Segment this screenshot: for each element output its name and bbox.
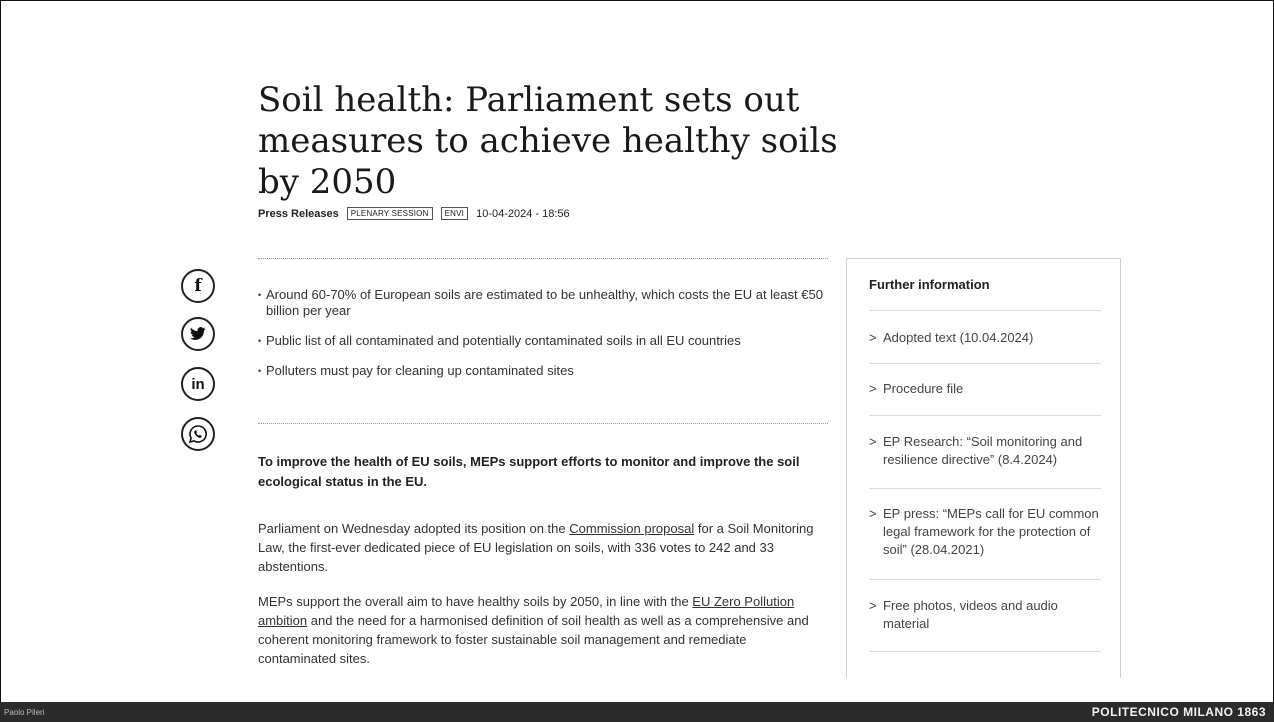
eu-zero-pollution-link[interactable]: EU Zero Pollution ambition bbox=[258, 594, 795, 628]
article-paragraph-1: Parliament on Wednesday adopted its posi… bbox=[258, 519, 828, 576]
paragraph-text: and the need for a harmonised definition… bbox=[258, 613, 809, 666]
author-label: Paolo Pileri bbox=[4, 708, 45, 717]
sidebar-divider bbox=[869, 415, 1101, 416]
whatsapp-share-button[interactable] bbox=[181, 417, 215, 451]
paragraph-text: MEPs support the overall aim to have hea… bbox=[258, 594, 693, 609]
sidebar-item-label: EP Research: “Soil monitoring and resili… bbox=[883, 434, 1083, 467]
key-point: Polluters must pay for cleaning up conta… bbox=[258, 363, 828, 379]
commission-proposal-link[interactable]: Commission proposal bbox=[569, 521, 695, 536]
article-title: Soil health: Parliament sets out measure… bbox=[258, 80, 838, 202]
whatsapp-icon bbox=[188, 425, 207, 444]
paragraph-text: for a Soil Monitoring Law, the first-eve… bbox=[258, 521, 814, 574]
linkedin-share-button[interactable]: in bbox=[181, 367, 215, 401]
sidebar-item-label: Procedure file bbox=[883, 381, 964, 396]
sidebar-item-label: EP press: “MEPs call for EU common legal… bbox=[883, 506, 1099, 557]
chevron-right-icon: > bbox=[869, 506, 877, 521]
further-information-panel: Further information > Adopted text (10.04… bbox=[846, 258, 1121, 678]
sidebar-divider bbox=[869, 488, 1101, 489]
tag-envi[interactable]: ENVI bbox=[440, 207, 469, 220]
sidebar-item-adopted-text[interactable]: > Adopted text (10.04.2024) bbox=[869, 329, 1105, 347]
key-point: Around 60-70% of European soils are esti… bbox=[258, 287, 828, 319]
publish-date: 10-04-2024 - 18:56 bbox=[476, 207, 570, 220]
facebook-icon: f bbox=[194, 276, 202, 296]
further-information-title: Further information bbox=[869, 277, 990, 292]
article-lead: To improve the health of EU soils, MEPs … bbox=[258, 454, 800, 489]
sidebar-divider bbox=[869, 579, 1101, 580]
divider-top bbox=[258, 258, 828, 259]
article-meta: Press Releases PLENARY SESSION ENVI 10-0… bbox=[258, 207, 570, 220]
sidebar-item-free-photos[interactable]: > Free photos, videos and audio material bbox=[869, 597, 1105, 633]
chevron-right-icon: > bbox=[869, 434, 877, 449]
section-label[interactable]: Press Releases bbox=[258, 207, 339, 220]
facebook-share-button[interactable]: f bbox=[181, 269, 215, 303]
chevron-right-icon: > bbox=[869, 598, 877, 613]
sidebar-item-label: Free photos, videos and audio material bbox=[883, 598, 1058, 631]
sidebar-divider bbox=[869, 363, 1101, 364]
twitter-icon bbox=[190, 327, 206, 340]
key-point: Public list of all contaminated and pote… bbox=[258, 333, 828, 349]
key-points-list: Around 60-70% of European soils are esti… bbox=[258, 287, 828, 393]
sidebar-item-ep-research[interactable]: > EP Research: “Soil monitoring and resil… bbox=[869, 433, 1105, 469]
divider-bottom bbox=[258, 423, 828, 424]
sidebar-divider bbox=[869, 310, 1101, 311]
brand-logo-text: POLITECNICO MILANO 1863 bbox=[1091, 705, 1266, 719]
article-paragraph-2: MEPs support the overall aim to have hea… bbox=[258, 592, 828, 668]
sidebar-item-procedure-file[interactable]: > Procedure file bbox=[869, 380, 1105, 398]
slide-footer: Paolo Pileri POLITECNICO MILANO 1863 bbox=[0, 702, 1274, 722]
sidebar-divider bbox=[869, 651, 1101, 652]
chevron-right-icon: > bbox=[869, 381, 877, 396]
chevron-right-icon: > bbox=[869, 330, 877, 345]
twitter-share-button[interactable] bbox=[181, 317, 215, 351]
linkedin-icon: in bbox=[191, 375, 205, 393]
sidebar-item-ep-press[interactable]: > EP press: “MEPs call for EU common lega… bbox=[869, 505, 1105, 559]
tag-plenary-session[interactable]: PLENARY SESSION bbox=[346, 207, 433, 220]
sidebar-item-label: Adopted text (10.04.2024) bbox=[883, 330, 1034, 345]
paragraph-text: Parliament on Wednesday adopted its posi… bbox=[258, 521, 570, 536]
